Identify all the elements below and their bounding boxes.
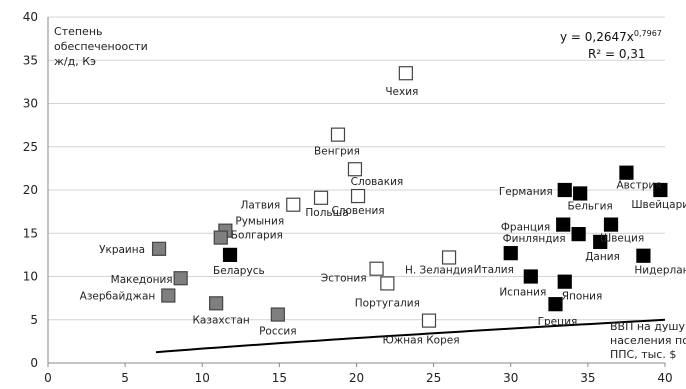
point-label-2-6: Финляндия (503, 233, 566, 245)
x-axis-title-line-1: ВВП на душу (610, 320, 685, 333)
y-tick-label-4: 20 (23, 183, 38, 197)
y-tick-label-8: 40 (23, 10, 38, 24)
x-tick-label-7: 35 (580, 371, 595, 385)
x-tick-label-0: 0 (44, 371, 52, 385)
point-1-8 (441, 250, 457, 265)
point-2-4 (653, 182, 668, 198)
x-tick-label-4: 20 (349, 371, 364, 385)
point-label-1-7: Португалия (355, 297, 420, 309)
point-1-5 (350, 188, 366, 204)
point-label-2-3: Австрия (616, 180, 661, 192)
point-labels: Украина Македония Азербайджан Румыния Болгар… (80, 86, 686, 346)
x-axis-title-line-2: населения по (610, 334, 686, 347)
point-2-12 (557, 274, 572, 289)
point-label-1-0: Чехия (385, 86, 418, 98)
point-label-0-5: Казахстан (192, 314, 249, 326)
point-label-0-6: Россия (259, 326, 296, 338)
y-tick-label-3: 15 (23, 226, 38, 240)
gridlines (48, 16, 665, 321)
point-label-0-2: Азербайджан (80, 291, 156, 303)
point-1-6 (369, 261, 384, 276)
point-label-2-2: Бельгия (568, 200, 613, 212)
point-1-7 (380, 276, 395, 291)
point-label-1-4: Польша (305, 207, 348, 219)
point-0-4 (213, 230, 228, 245)
point-0-2 (161, 288, 176, 303)
point-label-1-5: Словения (331, 205, 384, 217)
x-tick-label-3: 15 (272, 371, 287, 385)
trend-r-squared: R² = 0,31 (588, 47, 646, 61)
point-label-0-0: Украина (99, 244, 145, 256)
trendline (155, 318, 666, 354)
y-tick-label-2: 10 (23, 270, 38, 284)
trend-equation-exponent: 0,7967 (634, 29, 662, 38)
x-tick-label-2: 10 (195, 371, 210, 385)
point-label-2-0: Беларусь (213, 265, 265, 277)
point-0-5 (209, 296, 224, 311)
y-axis-title-line-2: обеспеченоости (54, 40, 148, 53)
x-tick-label-8: 40 (657, 371, 672, 385)
point-label-2-12: Япония (562, 291, 603, 303)
point-label-1-6: Эстония (321, 273, 367, 285)
point-1-1 (330, 127, 346, 142)
point-1-9 (421, 313, 437, 328)
axes (47, 17, 666, 367)
point-label-2-11: Испания (499, 287, 546, 299)
x-tick-label-1: 5 (121, 371, 129, 385)
point-2-0 (222, 247, 238, 262)
y-tick-label-1: 5 (30, 313, 38, 327)
point-2-9 (503, 246, 518, 261)
x-tick-label-6: 30 (503, 371, 518, 385)
trend-equation: y = 0,2647x0,7967 (560, 29, 662, 44)
y-axis-title-line-3: ж/д, Кэ (54, 55, 96, 68)
trend-equation-base: y = 0,2647x (560, 30, 634, 44)
point-2-2 (573, 186, 588, 201)
y-tick-label-0: 0 (30, 356, 38, 370)
point-label-0-4: Болгария (231, 230, 283, 242)
point-2-7 (603, 217, 619, 232)
point-label-2-9: Италия (474, 264, 514, 276)
point-label-2-10: Нидерланды (634, 265, 686, 277)
point-label-1-2: Словакия (351, 176, 404, 188)
point-2-6 (571, 227, 586, 242)
point-0-6 (270, 307, 285, 322)
point-2-8 (593, 234, 608, 249)
y-axis-title-line-1: Степень (54, 25, 103, 38)
point-label-0-1: Македония (111, 274, 173, 286)
point-label-2-5: Франция (501, 222, 550, 234)
point-2-11 (523, 269, 538, 284)
point-2-1 (557, 182, 572, 198)
point-label-1-8: Н. Зеландия (405, 264, 473, 276)
point-2-5 (556, 217, 571, 232)
y-tick-label-7: 35 (23, 53, 38, 67)
tick-labels: 0 5 10 15 20 25 30 35 40 0 5 10 15 20 25 30 35 40 (23, 10, 673, 385)
point-0-0 (151, 241, 167, 256)
point-1-4 (313, 190, 329, 205)
point-2-10 (636, 248, 651, 263)
point-label-2-13: Греция (538, 316, 578, 328)
point-label-2-8: Дания (585, 251, 620, 263)
point-label-1-1: Венгрия (314, 146, 360, 158)
data-points (151, 66, 668, 328)
point-label-2-1: Германия (499, 186, 553, 198)
x-axis-title-line-3: ППС, тыс. $ (610, 348, 676, 361)
point-label-2-7: Швеция (600, 233, 644, 245)
point-2-3 (619, 165, 634, 180)
point-2-13 (548, 297, 563, 312)
point-1-2 (347, 162, 363, 177)
x-tick-label-5: 25 (426, 371, 441, 385)
point-1-3 (286, 197, 301, 212)
point-label-1-3: Латвия (240, 200, 280, 212)
y-tick-label-5: 25 (23, 140, 38, 154)
point-label-2-4: Швейцария (631, 199, 686, 211)
y-tick-label-6: 30 (23, 97, 38, 111)
point-label-0-3: Румыния (235, 216, 284, 228)
point-1-0 (398, 66, 413, 81)
point-0-1 (173, 271, 188, 286)
point-label-1-9: Южная Корея (382, 335, 459, 347)
